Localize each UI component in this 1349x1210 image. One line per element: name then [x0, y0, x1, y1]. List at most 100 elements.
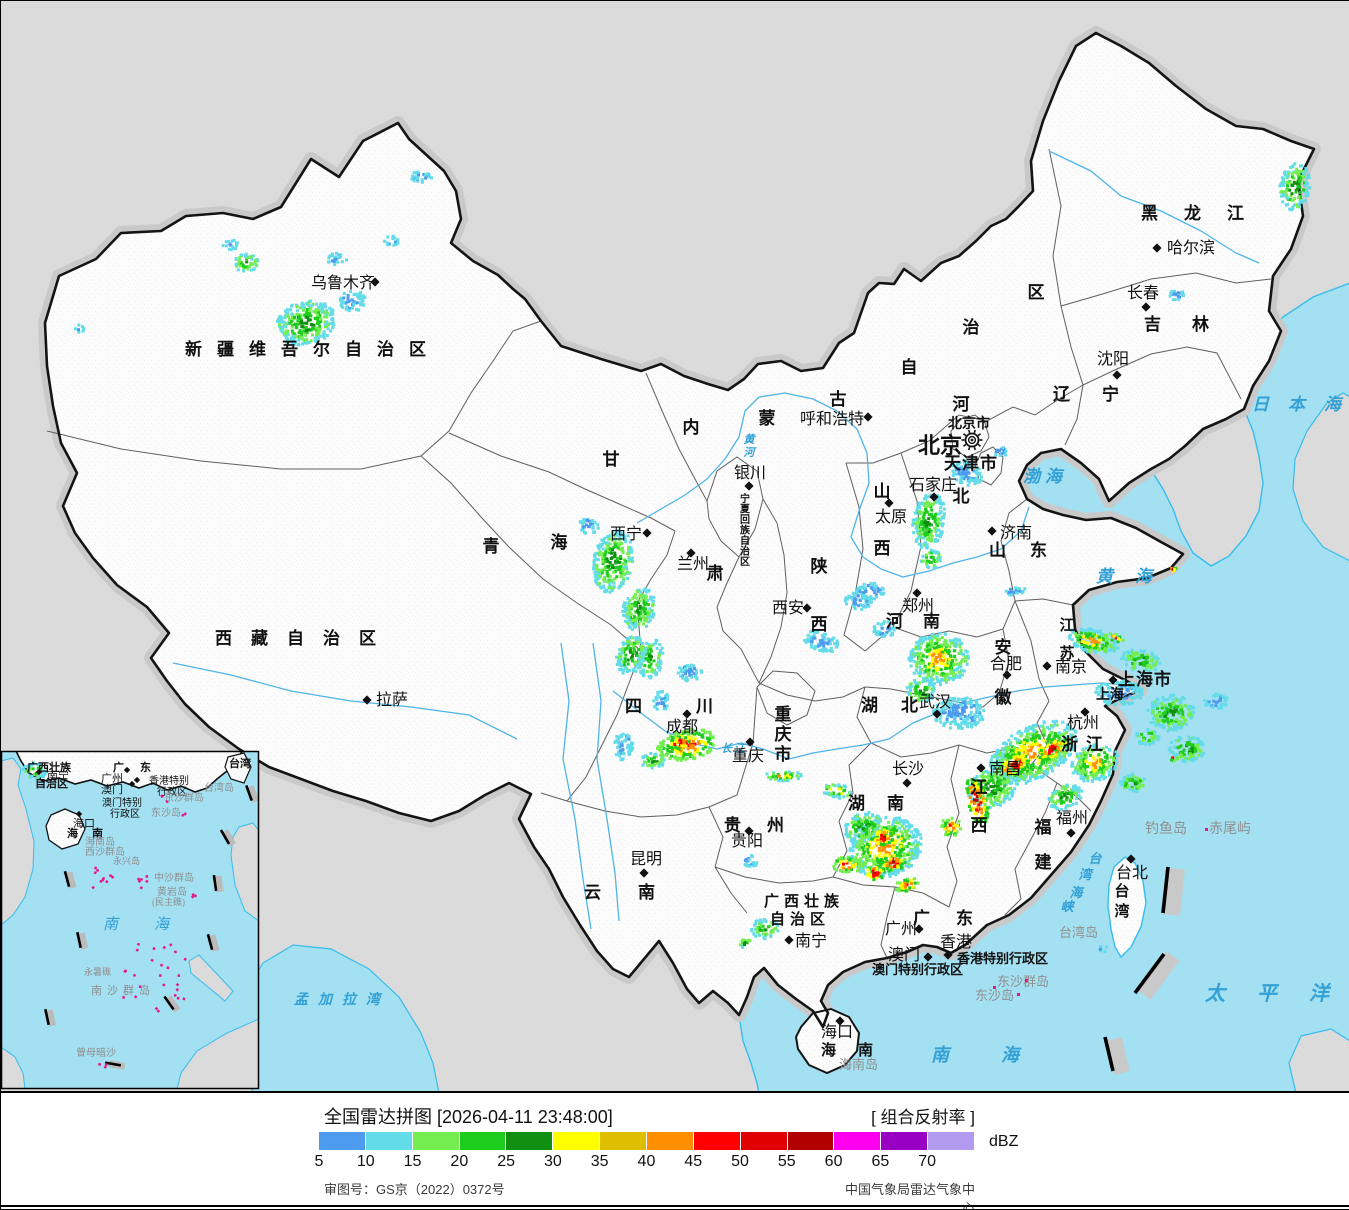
province-label: 广西壮族 — [764, 892, 844, 910]
inset-map-south-china-sea: 广西壮族自治区南宁广东广州香港特别行政区澳门澳门特别行政区台湾台湾岛东沙群岛东沙… — [1, 749, 259, 1089]
province-label: 治 — [963, 317, 980, 337]
city-label: 成都 — [666, 718, 698, 736]
city-label: 太原 — [875, 508, 907, 526]
legend-color-cell — [553, 1132, 599, 1150]
city-label: 南京 — [1055, 658, 1087, 676]
inset-dash-shadow — [49, 1010, 52, 1026]
island-label: 东沙岛 — [975, 988, 1014, 1003]
island-label: 东沙群岛 — [997, 974, 1049, 989]
legend-tick-label: 65 — [871, 1153, 889, 1171]
province-label: 青 — [483, 536, 500, 556]
legend-color-cell — [460, 1132, 506, 1150]
island-dot — [993, 986, 996, 989]
municipality-label: 上海市 — [1118, 669, 1172, 689]
legend-tick-label: 60 — [825, 1153, 843, 1171]
province-label: 蒙 — [759, 408, 776, 428]
inset-label: 南沙群岛 — [91, 983, 155, 997]
legend-credit: 中国气象局雷达气象中心 — [837, 1179, 975, 1210]
province-label: 肃 — [707, 564, 724, 583]
municipality-label: 北京市 — [948, 415, 990, 432]
city-label: 重庆 — [732, 747, 764, 765]
city-label: 长春 — [1127, 284, 1159, 302]
inset-label: 中沙群岛 — [154, 871, 194, 884]
city-label: 济南 — [1000, 524, 1032, 542]
sea-label: 太平洋 — [1204, 982, 1349, 1005]
province-label: 古 — [830, 389, 847, 409]
city-label: 澳门 — [888, 946, 920, 964]
inset-label: 澳门 — [101, 782, 123, 796]
legend-tick-label: 10 — [357, 1153, 375, 1171]
municipality-label: 天津市 — [944, 453, 998, 473]
city-label: 西安 — [772, 599, 804, 617]
legend-color-cell — [366, 1132, 412, 1150]
island-dot — [1017, 993, 1020, 996]
inset-island-dot — [109, 874, 112, 877]
inset-island-dot — [153, 947, 156, 950]
sea-label: 峡 — [1060, 899, 1075, 914]
legend-tick-label: 40 — [638, 1153, 656, 1171]
province-label: 西藏自治区 — [215, 628, 395, 648]
legend-tick-label: 30 — [544, 1153, 562, 1171]
province-label: 甘 — [603, 449, 620, 469]
city-label: 哈尔滨 — [1167, 239, 1215, 257]
province-label: 黑龙江 — [1141, 203, 1270, 223]
inset-label: 永兴岛 — [113, 855, 140, 866]
province-label: 自治区 — [770, 910, 830, 928]
legend-color-cell — [647, 1132, 693, 1150]
inset-label: 行政区 — [110, 807, 140, 820]
inset-dash-shadow — [218, 876, 220, 892]
legend-color-cell — [928, 1132, 974, 1150]
city-label: 郑州 — [902, 597, 934, 615]
sea-label: 海 — [1069, 885, 1084, 900]
city-label: 广州 — [885, 920, 917, 938]
dash-shadow — [1172, 869, 1177, 915]
province-label: 浙江 — [1061, 734, 1111, 754]
sea-label: 南海 — [931, 1045, 1071, 1065]
municipality-label: 重庆市 — [775, 704, 792, 764]
legend-color-cell — [319, 1132, 365, 1150]
sea-label: 渤海 — [1023, 467, 1067, 486]
legend-panel: 全国雷达拼图 [2026-04-11 23:48:00] [ 组合反射率 ] 5… — [1, 1091, 1349, 1207]
legend-tick-label: 70 — [918, 1153, 936, 1171]
legend-color-cell — [881, 1132, 927, 1150]
city-label: 武汉 — [919, 693, 951, 711]
province-label: 广东 — [913, 908, 999, 928]
legend-unit-label: dBZ — [989, 1133, 1018, 1151]
city-label: 香港 — [940, 933, 972, 951]
island-dot — [1205, 828, 1208, 831]
inset-island-dot — [124, 970, 127, 973]
province-label: 湖南 — [848, 793, 926, 813]
city-label: 贵阳 — [731, 832, 763, 850]
inset-label: 东沙群岛 — [164, 791, 204, 804]
city-label: 拉萨 — [376, 691, 408, 709]
municipality-label: 上海 — [1096, 686, 1124, 703]
legend-tick-label: 15 — [404, 1153, 422, 1171]
inset-island-dot — [167, 966, 170, 969]
radar-map: 新疆维吾尔自治区西藏自治区内蒙古自治区黑龙江吉林辽宁河北山西陕西山东河南江苏安徽… — [1, 1, 1349, 1093]
legend-colorbar — [319, 1132, 974, 1150]
island-label: 台湾岛 — [1059, 925, 1098, 940]
province-label: 四川 — [625, 697, 767, 716]
municipality-label: 澳门特别行政区 — [872, 962, 963, 977]
province-label: 吉林 — [1144, 314, 1240, 334]
legend-tick-label: 25 — [497, 1153, 515, 1171]
dash-shadow — [1114, 1039, 1122, 1073]
legend-tick-label: 50 — [731, 1153, 749, 1171]
inset-label: 澳门特别 — [102, 796, 142, 809]
inset-label: (民主礁) — [152, 896, 185, 907]
inset-label: 永暑礁 — [84, 966, 111, 977]
inset-island-dot — [145, 875, 148, 878]
legend-tick-label: 35 — [591, 1153, 609, 1171]
city-label: 乌鲁木齐 — [311, 274, 375, 292]
city-label: 呼和浩特 — [800, 410, 864, 428]
city-label: 杭州 — [1067, 714, 1099, 732]
municipality-label: 香港特别行政区 — [956, 951, 1048, 966]
city-label: 沈阳 — [1097, 350, 1129, 368]
city-label: 海口 — [821, 1023, 853, 1041]
legend-color-cell — [506, 1132, 552, 1150]
legend-color-cell — [413, 1132, 459, 1150]
legend-title: 全国雷达拼图 [2026-04-11 23:48:00] — [324, 1103, 613, 1129]
province-label: 海 — [551, 532, 568, 552]
